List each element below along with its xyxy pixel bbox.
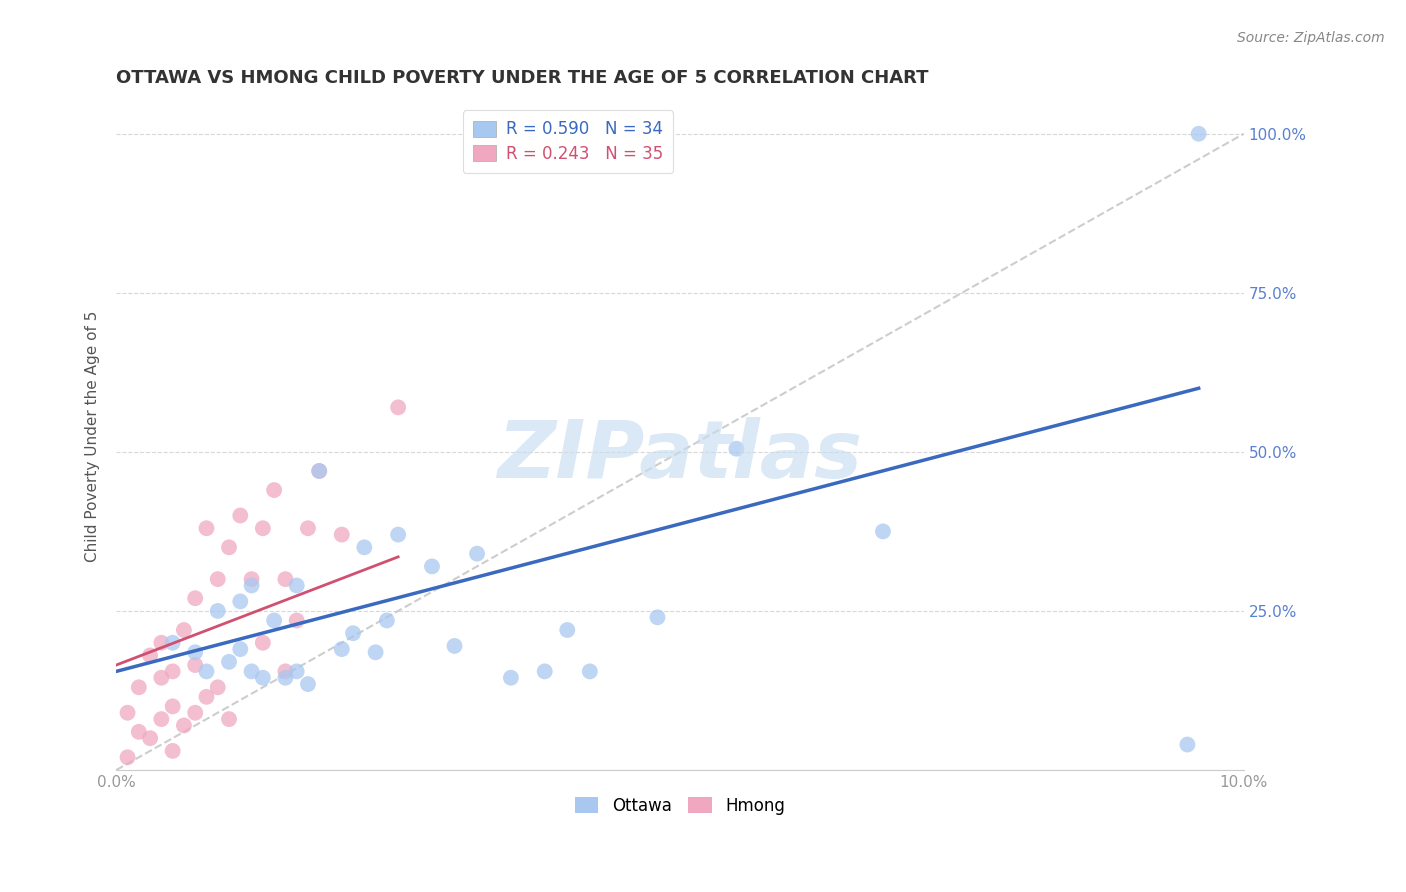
Point <box>375 614 398 628</box>
Point <box>465 547 488 561</box>
Point <box>240 665 263 679</box>
Point <box>499 671 522 685</box>
Point <box>330 642 353 657</box>
Point <box>128 724 150 739</box>
Point <box>195 521 218 535</box>
Point <box>387 527 409 541</box>
Point <box>285 578 308 592</box>
Point <box>297 677 319 691</box>
Point <box>240 572 263 586</box>
Point <box>218 541 240 555</box>
Point <box>274 572 297 586</box>
Point <box>150 671 173 685</box>
Point <box>117 706 139 720</box>
Point <box>184 591 207 606</box>
Point <box>647 610 669 624</box>
Point <box>1188 127 1211 141</box>
Point <box>207 681 229 695</box>
Point <box>184 645 207 659</box>
Point <box>274 665 297 679</box>
Point <box>240 578 263 592</box>
Point <box>139 731 162 746</box>
Point <box>229 594 252 608</box>
Point <box>117 750 139 764</box>
Point <box>342 626 364 640</box>
Point <box>555 623 578 637</box>
Point <box>387 401 409 415</box>
Point <box>308 464 330 478</box>
Point <box>207 572 229 586</box>
Text: OTTAWA VS HMONG CHILD POVERTY UNDER THE AGE OF 5 CORRELATION CHART: OTTAWA VS HMONG CHILD POVERTY UNDER THE … <box>117 69 929 87</box>
Point <box>229 642 252 657</box>
Point <box>252 521 274 535</box>
Point <box>162 699 184 714</box>
Point <box>218 655 240 669</box>
Point <box>184 658 207 673</box>
Point <box>725 442 748 456</box>
Text: Source: ZipAtlas.com: Source: ZipAtlas.com <box>1237 31 1385 45</box>
Point <box>207 604 229 618</box>
Y-axis label: Child Poverty Under the Age of 5: Child Poverty Under the Age of 5 <box>86 310 100 562</box>
Point <box>1177 738 1199 752</box>
Point <box>139 648 162 663</box>
Point <box>364 645 387 659</box>
Point <box>285 614 308 628</box>
Point <box>533 665 555 679</box>
Legend: Ottawa, Hmong: Ottawa, Hmong <box>568 790 792 822</box>
Point <box>195 690 218 704</box>
Point <box>252 636 274 650</box>
Point <box>330 527 353 541</box>
Point <box>162 744 184 758</box>
Point <box>173 623 195 637</box>
Point <box>150 712 173 726</box>
Point <box>263 483 285 497</box>
Point <box>252 671 274 685</box>
Point <box>162 636 184 650</box>
Point <box>285 665 308 679</box>
Point <box>150 636 173 650</box>
Text: ZIPatlas: ZIPatlas <box>498 417 862 495</box>
Point <box>263 614 285 628</box>
Point <box>173 718 195 732</box>
Point <box>184 706 207 720</box>
Point <box>162 665 184 679</box>
Point <box>218 712 240 726</box>
Point <box>420 559 443 574</box>
Point <box>443 639 465 653</box>
Point <box>297 521 319 535</box>
Point <box>195 665 218 679</box>
Point <box>274 671 297 685</box>
Point <box>872 524 894 539</box>
Point <box>579 665 602 679</box>
Point <box>353 541 375 555</box>
Point <box>128 681 150 695</box>
Point <box>229 508 252 523</box>
Point <box>308 464 330 478</box>
